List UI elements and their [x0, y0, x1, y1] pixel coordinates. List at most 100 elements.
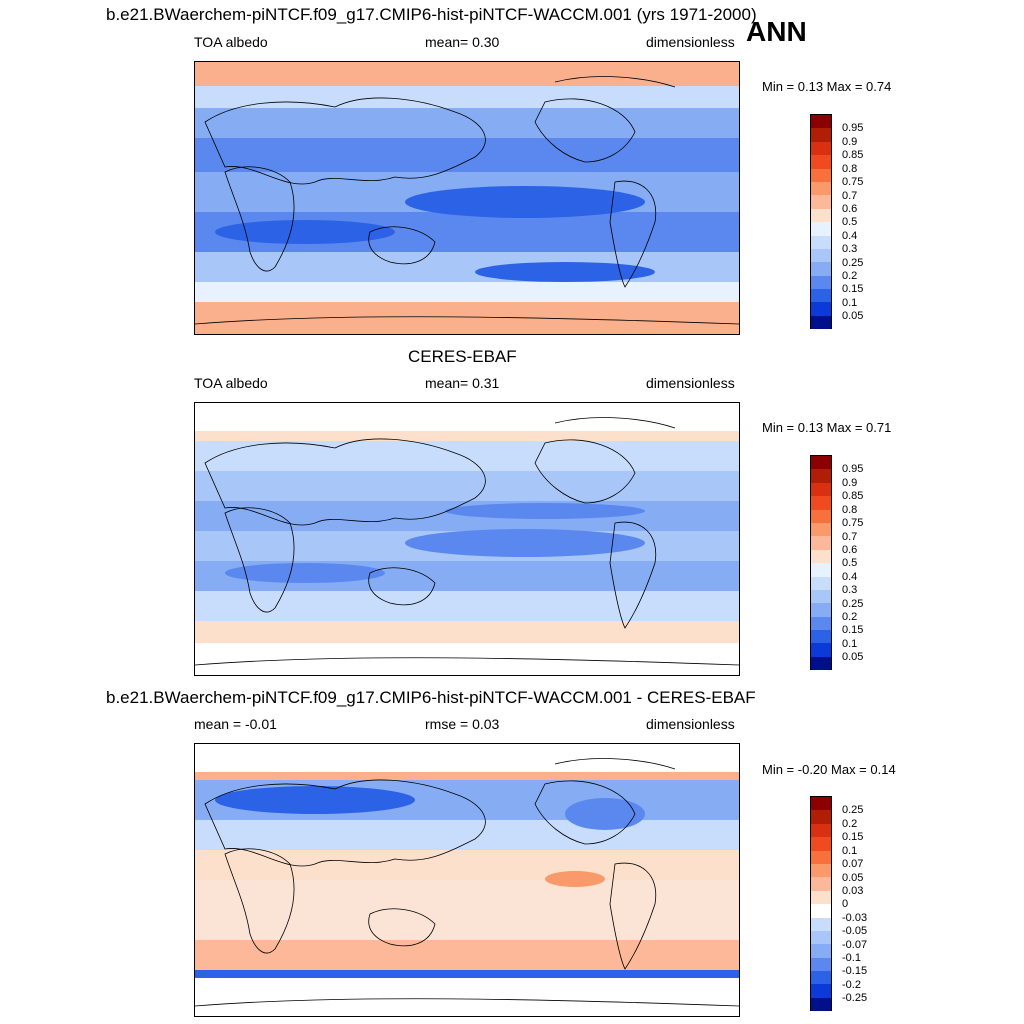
panel1-colorbar-label: 0.95 — [842, 122, 864, 134]
panel3-colorbar-swatch — [811, 984, 831, 998]
panel2-coastlines — [195, 417, 739, 666]
panel1-colorbar-swatch — [811, 128, 831, 142]
panel2-colorbar-swatch — [811, 549, 831, 564]
panel2-colorbar-label: 0.5 — [842, 557, 858, 569]
panel3-rmse: rmse = 0.03 — [425, 716, 500, 732]
panel3-colorbar-swatch — [811, 877, 831, 891]
panel1-colorbar-swatch — [811, 141, 831, 156]
panel2-colorbar-swatch — [811, 536, 831, 550]
panel1-map-svg — [195, 62, 739, 334]
panel1-colorbar-swatch — [811, 302, 831, 316]
panel3-colorbar-label: -0.07 — [842, 939, 868, 951]
panel3-colorbar-swatch — [811, 837, 831, 851]
panel2-colorbar — [810, 455, 832, 671]
panel3-colorbar-label: 0.2 — [842, 818, 858, 830]
panel1-colorbar-label: 0.1 — [842, 297, 858, 309]
panel1-colorbar-label: 0.7 — [842, 190, 858, 202]
panel3-title: b.e21.BWaerchem-piNTCF.f09_g17.CMIP6-his… — [106, 688, 756, 707]
panel1-colorbar-swatch — [811, 275, 831, 290]
panel2-colorbar-label: 0.25 — [842, 598, 864, 610]
panel3-colorbar-label: 0.05 — [842, 872, 864, 884]
panel3-colorbar-swatch — [811, 823, 831, 838]
panel3-colorbar-label: 0.1 — [842, 845, 858, 857]
panel2-units: dimensionless — [646, 375, 735, 391]
panel2-colorbar-swatch — [811, 563, 831, 577]
panel1-map — [194, 61, 740, 335]
panel1-colorbar-label: 0.5 — [842, 216, 858, 228]
panel2-colorbar-label: 0.15 — [842, 624, 864, 636]
panel3-map-svg — [195, 744, 739, 1016]
panel1-colorbar-swatch — [811, 315, 831, 330]
panel2-map — [194, 402, 740, 676]
panel2-colorbar-label: 0.1 — [842, 638, 858, 650]
panel3-coastlines — [195, 758, 739, 1007]
panel1-colorbar-swatch — [811, 195, 831, 209]
panel2-colorbar-label: 0.6 — [842, 544, 858, 556]
panel3-colorbar-label: -0.2 — [842, 979, 861, 991]
panel1-colorbar-swatch — [811, 248, 831, 263]
panel3-colorbar-label: -0.1 — [842, 952, 861, 964]
panel1-colorbar-label: 0.85 — [842, 149, 864, 161]
panel3-minmax: Min = -0.20 Max = 0.14 — [762, 762, 896, 777]
panel2-colorbar-swatch — [811, 496, 831, 510]
panel3-colorbar-swatch — [811, 850, 831, 864]
panel3-colorbar — [810, 796, 832, 1012]
panel3-colorbar-label: 0.25 — [842, 804, 864, 816]
panel2-colorbar-label: 0.2 — [842, 611, 858, 623]
panel1-colorbar-label: 0.3 — [842, 243, 858, 255]
panel1-colorbar — [810, 114, 832, 330]
panel3-colorbar-swatch — [811, 997, 831, 1012]
panel3-colorbar-swatch — [811, 904, 831, 918]
panel3-colorbar-label: 0.15 — [842, 831, 864, 843]
panel3-colorbar-swatch — [811, 863, 831, 878]
panel3-colorbar-swatch — [811, 917, 831, 931]
panel3-units: dimensionless — [646, 716, 735, 732]
panel2-colorbar-swatch — [811, 643, 831, 657]
panel3-colorbar-swatch — [811, 810, 831, 824]
panel1-colorbar-label: 0.8 — [842, 163, 858, 175]
panel2-colorbar-label: 0.9 — [842, 477, 858, 489]
panel2-colorbar-swatch — [811, 456, 831, 470]
panel2-colorbar-label: 0.3 — [842, 584, 858, 596]
panel1-colorbar-swatch — [811, 155, 831, 169]
panel1-colorbar-swatch — [811, 181, 831, 196]
panel2-colorbar-label: 0.8 — [842, 504, 858, 516]
panel1-mean: mean= 0.30 — [425, 34, 500, 50]
season-label: ANN — [746, 16, 807, 47]
panel3-colorbar-label: 0.07 — [842, 858, 864, 870]
panel2-colorbar-label: 0.85 — [842, 490, 864, 502]
panel2-colorbar-swatch — [811, 616, 831, 631]
panel3-colorbar-label: -0.15 — [842, 965, 868, 977]
panel2-colorbar-label: 0.75 — [842, 517, 864, 529]
panel1-colorbar-swatch — [811, 115, 831, 129]
panel1-colorbar-swatch — [811, 235, 831, 249]
panel3-colorbar-swatch — [811, 957, 831, 972]
panel2-colorbar-label: 0.4 — [842, 571, 858, 583]
panel1-colorbar-swatch — [811, 222, 831, 236]
panel3-colorbar-label: 0 — [842, 898, 849, 910]
panel1-colorbar-label: 0.05 — [842, 310, 864, 322]
panel2-colorbar-swatch — [811, 509, 831, 523]
panel1-units: dimensionless — [646, 34, 735, 50]
panel1-field-label: TOA albedo — [194, 34, 268, 50]
panel2-colorbar-swatch — [811, 603, 831, 617]
panel2-title: CERES-EBAF — [408, 347, 517, 366]
panel2-colorbar-swatch — [811, 589, 831, 604]
panel1-colorbar-label: 0.9 — [842, 136, 858, 148]
panel2-colorbar-swatch — [811, 576, 831, 590]
panel2-colorbar-swatch — [811, 522, 831, 537]
panel3-mean: mean = -0.01 — [194, 716, 277, 732]
panel2-map-svg — [195, 403, 739, 675]
panel1-colorbar-label: 0.15 — [842, 283, 864, 295]
panel1-colorbar-label: 0.25 — [842, 257, 864, 269]
panel3-colorbar-swatch — [811, 890, 831, 905]
panel1-colorbar-label: 0.4 — [842, 230, 858, 242]
panel2-colorbar-swatch — [811, 656, 831, 671]
panel2-colorbar-label: 0.7 — [842, 531, 858, 543]
panel2-colorbar-swatch — [811, 469, 831, 483]
panel1-minmax: Min = 0.13 Max = 0.74 — [762, 79, 892, 94]
panel3-colorbar-swatch — [811, 930, 831, 945]
panel1-colorbar-label: 0.6 — [842, 203, 858, 215]
panel3-colorbar-label: 0.03 — [842, 885, 864, 897]
panel1-colorbar-swatch — [811, 289, 831, 303]
